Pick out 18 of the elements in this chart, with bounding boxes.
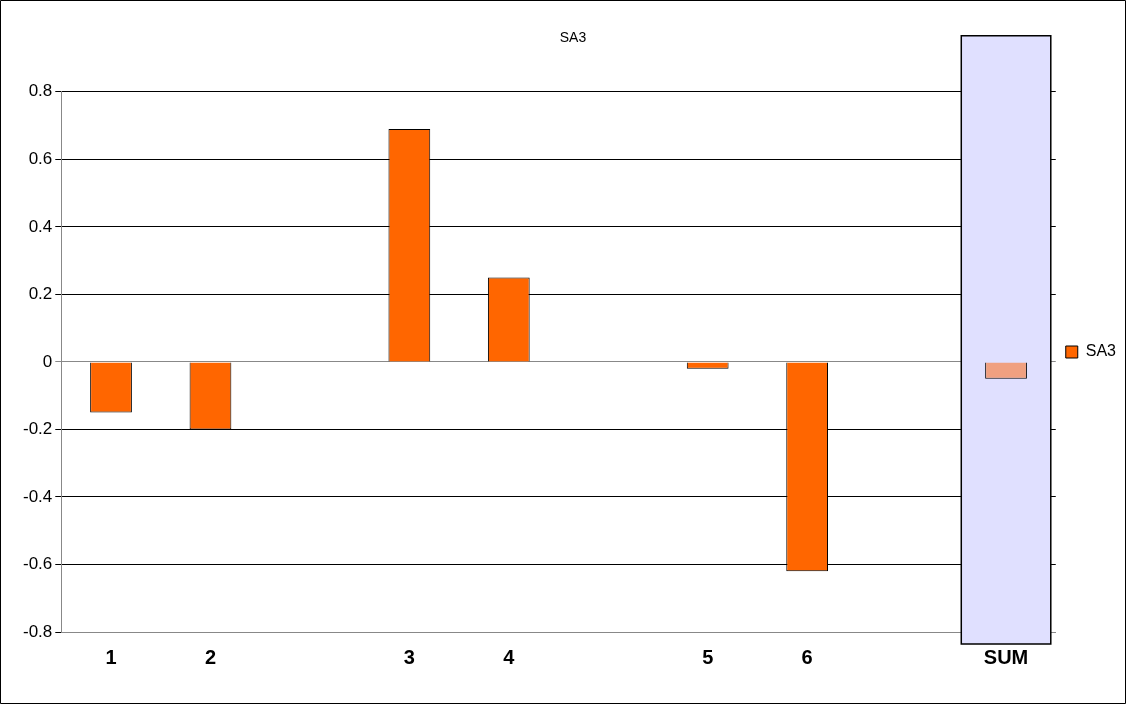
y-tick-label: -0.4 <box>23 486 53 506</box>
y-tick-label: 0.4 <box>28 216 53 236</box>
x-tick-label: 5 <box>702 645 714 668</box>
x-tick-label: SUM <box>983 645 1029 668</box>
y-tick-label: 0.2 <box>28 284 53 304</box>
y-tick-label: 0.8 <box>28 81 53 101</box>
legend-label: SA3 <box>1085 342 1117 360</box>
y-tick-label: -0.8 <box>23 621 53 641</box>
chart-title: SA3 <box>559 29 587 46</box>
y-tick-label: -0.2 <box>23 419 53 439</box>
x-tick-label: 6 <box>801 645 813 668</box>
x-tick-label: 4 <box>503 645 516 668</box>
y-tick-label: 0 <box>42 351 53 371</box>
y-tick-label: -0.6 <box>23 554 53 574</box>
x-tick-label: 3 <box>403 645 415 668</box>
y-tick-label: 0.6 <box>28 149 53 169</box>
x-tick-label: 1 <box>105 645 117 668</box>
x-tick-label: 2 <box>204 645 217 668</box>
